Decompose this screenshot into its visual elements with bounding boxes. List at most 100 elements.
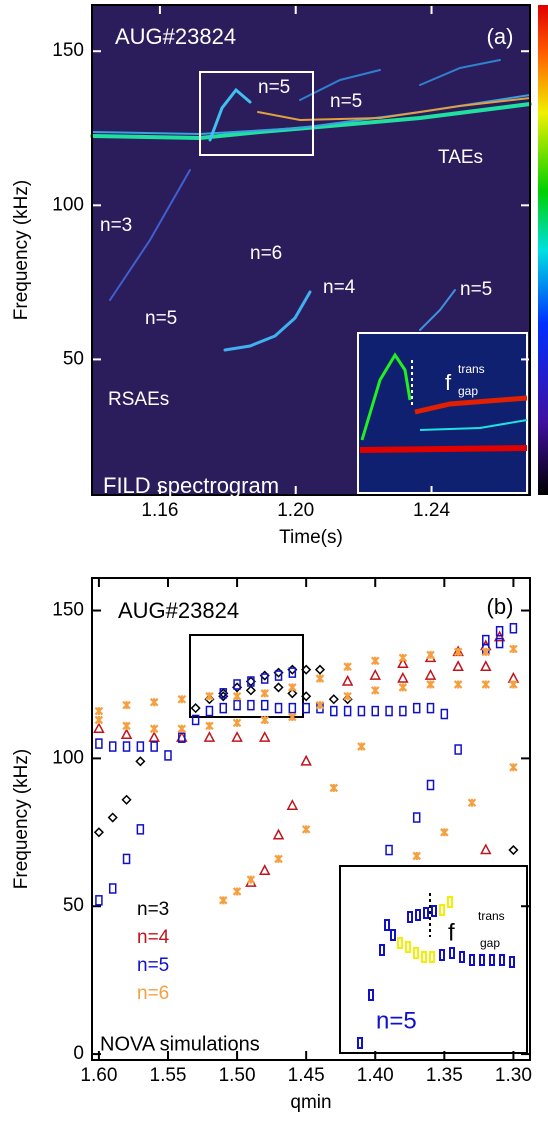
data-point [136, 824, 145, 835]
data-point [205, 705, 214, 717]
panel-label: (b) [487, 594, 514, 619]
inset-label: trans [478, 909, 505, 923]
data-point [481, 680, 491, 689]
colorbar [538, 5, 548, 495]
y-tick-label: 100 [52, 194, 84, 215]
data-point [177, 724, 187, 734]
data-point [509, 644, 518, 654]
inset-markers [357, 893, 515, 1049]
data-point [122, 853, 131, 865]
data-point [274, 670, 283, 681]
data-point [120, 728, 133, 739]
annotation: n=5 [258, 77, 290, 98]
data-point [150, 741, 158, 752]
inset-traces [359, 352, 528, 453]
data-point [231, 731, 243, 742]
data-point [508, 844, 519, 856]
data-point [385, 844, 393, 856]
data-point [453, 647, 463, 657]
data-point [122, 741, 131, 752]
inset-marker [357, 1037, 363, 1049]
data-point [315, 674, 325, 683]
mode-trace [223, 290, 312, 352]
data-point [260, 673, 269, 684]
x-tick-label: 1.35 [426, 1065, 463, 1086]
zoom-box [199, 71, 314, 156]
inset-marker [407, 911, 413, 923]
data-point [273, 682, 284, 693]
x-tick-label: 1.30 [495, 1065, 532, 1086]
data-point [452, 660, 464, 671]
data-point [274, 854, 283, 864]
panel-title: AUG#23824 [115, 24, 236, 49]
data-point [272, 828, 285, 840]
data-point [385, 705, 393, 717]
data-point [509, 762, 518, 772]
y-axis-label: Frequency (kHz) [11, 180, 32, 320]
data-point [300, 754, 312, 766]
x-tick-label: 1.24 [413, 500, 450, 521]
data-point [397, 671, 409, 683]
inset-trace [414, 395, 528, 415]
inset-marker [429, 951, 435, 963]
x-tick-label: 1.40 [357, 1065, 394, 1086]
inset-marker [479, 954, 485, 966]
inset-marker [421, 951, 427, 963]
inset-marker [405, 941, 411, 953]
panel-title: AUG#23824 [118, 598, 239, 623]
data-point [258, 864, 271, 875]
x-tick-label: 1.45 [288, 1065, 325, 1086]
y-tick-label: 100 [52, 747, 84, 768]
annotation: f [445, 370, 452, 395]
x-tick-label: 1.60 [80, 1065, 117, 1086]
annotation: gap [458, 384, 478, 398]
annotation: n=4 [323, 277, 356, 298]
data-point [454, 744, 462, 755]
data-point [328, 694, 339, 705]
data-point [315, 700, 325, 710]
data-point [246, 875, 256, 884]
inset-trace [419, 419, 528, 431]
data-point [203, 731, 216, 742]
data-point [245, 685, 256, 696]
data-point [94, 715, 104, 725]
annotation: n=6 [250, 243, 282, 264]
inset-marker [423, 907, 429, 919]
mode-trace [109, 169, 191, 301]
x-tick-label: 1.16 [141, 500, 178, 521]
data-point [412, 702, 421, 714]
data-point [357, 742, 366, 751]
data-point [94, 706, 104, 716]
inset-marker [447, 896, 453, 908]
data-point [426, 680, 435, 689]
data-point [495, 625, 504, 637]
data-point [301, 691, 312, 702]
data-point [108, 741, 117, 752]
data-point [219, 688, 228, 699]
data-point [247, 676, 255, 687]
y-tick-label: 50 [63, 895, 84, 916]
annotation: n=5 [460, 279, 492, 300]
data-point [95, 895, 103, 906]
data-point [426, 779, 435, 791]
data-point [286, 799, 299, 810]
inset-marker [413, 947, 419, 959]
caption: NOVA simulations [100, 1033, 260, 1055]
data-point [177, 694, 187, 704]
data-point [260, 715, 269, 725]
data-point [357, 705, 366, 717]
inset-marker [379, 944, 385, 956]
data-point [424, 668, 437, 680]
inset-marker [431, 905, 437, 917]
legend-entry: n=4 [137, 927, 170, 948]
data-point [453, 680, 463, 689]
data-point [343, 692, 352, 701]
data-point [440, 828, 449, 837]
data-point [397, 657, 409, 669]
data-point [219, 702, 228, 714]
annotation: FILD spectrogram [103, 473, 279, 498]
inset-marker [439, 949, 445, 961]
data-point [164, 750, 172, 761]
